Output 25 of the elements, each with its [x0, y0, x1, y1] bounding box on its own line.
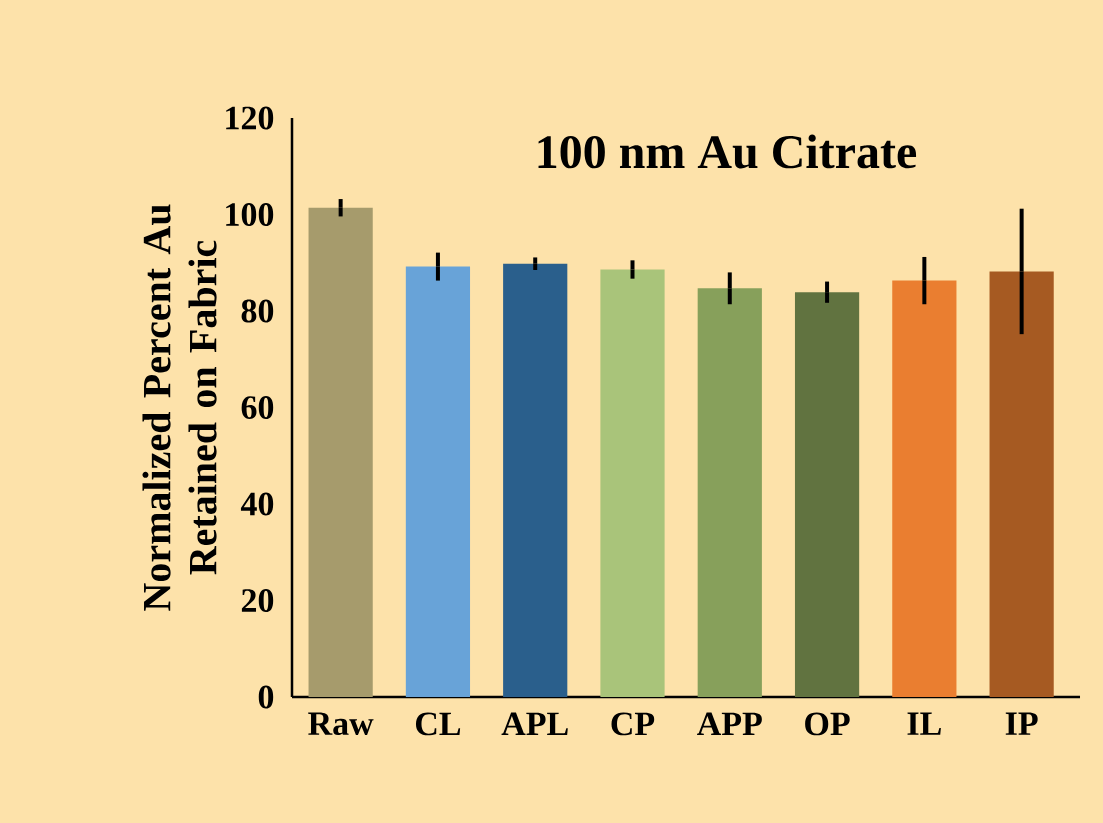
x-tick-label: CL: [415, 712, 461, 736]
bar: [308, 207, 373, 697]
y-axis-title: Normalized Percent Au Retained on Fabric: [142, 204, 217, 611]
x-tick-label: IP: [1005, 712, 1038, 735]
x-tick-label: IL: [907, 712, 941, 735]
y-tick-label: 0: [258, 685, 274, 709]
bar: [697, 288, 762, 697]
x-tick-label: CP: [611, 712, 655, 736]
x-tick-label: APP: [697, 712, 762, 735]
bar: [892, 280, 957, 697]
y-tick-label: 20: [241, 589, 274, 612]
bar: [794, 292, 860, 697]
bar: [405, 266, 471, 697]
x-tick-label: APL: [501, 712, 568, 735]
bar: [600, 269, 665, 697]
x-tick-label: OP: [805, 712, 850, 736]
bar: [503, 263, 568, 697]
y-tick-label: 100: [226, 203, 274, 226]
y-tick-label: 60: [241, 396, 274, 419]
x-tick-label: Raw: [308, 712, 374, 736]
y-tick-label: 120: [226, 106, 274, 130]
y-tick-label: 80: [241, 299, 274, 323]
y-tick-label: 40: [240, 492, 274, 516]
chart-title: 100 nm Au Citrate: [538, 134, 917, 169]
bar: [989, 271, 1054, 697]
